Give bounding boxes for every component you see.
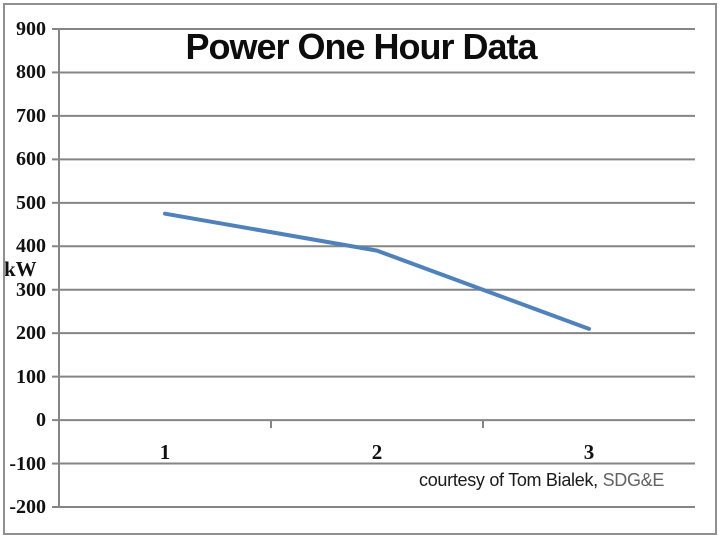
- y-axis-tick-label: 500: [16, 191, 46, 214]
- y-axis-tick-label: 900: [16, 18, 46, 40]
- x-axis-category-label: 2: [371, 440, 383, 464]
- y-axis-tick-label: -200: [9, 496, 46, 518]
- y-axis-tick-label: 400: [16, 235, 46, 258]
- y-axis-tick-label: 200: [16, 322, 46, 345]
- x-axis-category-label: 1: [159, 440, 171, 464]
- caption-org: SDG&E: [602, 470, 665, 490]
- y-axis-tick-label: 300: [16, 278, 46, 301]
- caption: courtesy of Tom Bialek, SDG&E: [419, 470, 664, 491]
- y-axis-tick-label: 600: [16, 148, 46, 171]
- chart-title: Power One Hour Data: [185, 26, 537, 67]
- power-data-line: [163, 211, 591, 331]
- y-axis-tick-label: 100: [16, 365, 46, 388]
- y-axis-unit-label: kW: [4, 257, 37, 281]
- y-axis-tick-label: 0: [36, 409, 46, 432]
- y-axis-tick-label: 700: [16, 104, 46, 127]
- y-axis-tick-label: -100: [9, 452, 46, 475]
- y-axis-tick-label: 800: [16, 61, 46, 84]
- caption-text: courtesy of Tom Bialek,: [419, 470, 598, 490]
- x-axis-category-label: 3: [583, 440, 595, 464]
